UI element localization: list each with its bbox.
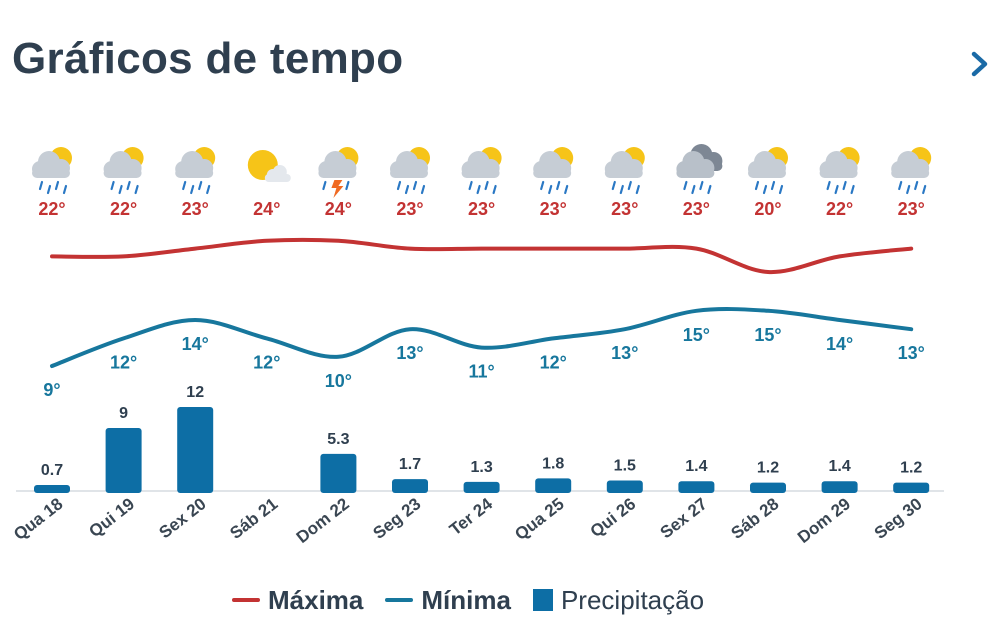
precip-value-label: 1.5: [614, 458, 636, 475]
legend-swatch-max: [232, 598, 260, 602]
max-temp-label: 23°: [683, 199, 710, 219]
rain-sun-icon: [103, 147, 144, 195]
min-temp-label: 13°: [396, 343, 423, 363]
x-tick-label: Qua 18: [10, 494, 66, 544]
legend-label-max: Máxima: [268, 584, 364, 615]
max-temp-label: 23°: [468, 199, 495, 219]
legend-swatch-precip: [532, 589, 553, 611]
x-tick-label: Dom 29: [794, 494, 854, 547]
min-temp-label: 11°: [468, 362, 494, 382]
x-tick-label: Seg 23: [370, 494, 425, 543]
precip-value-label: 5.3: [327, 431, 349, 448]
rain-sun-icon: [461, 147, 502, 195]
max-temp-label: 23°: [396, 199, 423, 219]
legend-item-precip[interactable]: Precipitação: [532, 584, 705, 616]
precip-bar[interactable]: [893, 482, 930, 493]
min-temp-label: 12°: [110, 352, 137, 372]
max-temp-label: 22°: [826, 199, 853, 219]
min-temp-label: 13°: [898, 343, 925, 363]
precip-value-label: 1.2: [900, 460, 922, 477]
rain-cloud-icon: [676, 144, 723, 195]
precip-value-label: 1.3: [470, 459, 492, 476]
rain-sun-icon: [175, 147, 216, 195]
precip-value-label: 1.8: [542, 455, 564, 472]
max-temp-label: 24°: [253, 199, 280, 219]
chart-legend: Máxima Mínima Precipitação: [232, 582, 726, 618]
min-temp-label: 12°: [540, 352, 567, 372]
max-temp-line: [50, 237, 914, 275]
x-tick-label: Qua 25: [511, 494, 567, 544]
min-temp-label: 12°: [253, 352, 280, 372]
legend-label-min: Mínima: [421, 584, 511, 615]
precip-bar[interactable]: [463, 481, 500, 493]
weather-chart: 22° 22° 23° 24° 24° 23° 23° 23° 23° 23° 20° 22° 23° 9…: [10, 144, 944, 547]
x-tick-label: Sáb 21: [226, 494, 281, 543]
legend-item-max[interactable]: Máxima: [232, 585, 363, 616]
x-tick-label: Qui 26: [587, 494, 640, 541]
x-tick-label: Qui 19: [85, 494, 138, 541]
precip-bar[interactable]: [392, 479, 428, 493]
precip-value-label: 12: [186, 384, 204, 401]
precip-value-label: 1.4: [828, 458, 850, 475]
max-temp-label: 23°: [182, 199, 209, 219]
precip-bar[interactable]: [105, 428, 142, 493]
rain-sun-icon: [533, 147, 574, 195]
max-temp-label: 24°: [325, 199, 352, 219]
precip-bar[interactable]: [535, 478, 572, 493]
min-temp-label: 14°: [826, 334, 853, 354]
min-temp-line: [50, 307, 914, 368]
rain-sun-icon: [604, 147, 645, 195]
precip-bar[interactable]: [678, 481, 715, 493]
rain-sun-icon: [819, 147, 860, 195]
precip-value-label: 0.7: [41, 462, 63, 479]
precip-bar[interactable]: [320, 453, 357, 493]
x-tick-label: Seg 30: [871, 494, 926, 543]
thunderstorm-sun-icon: [318, 147, 359, 198]
x-tick-label: Dom 22: [293, 494, 353, 547]
precip-bar[interactable]: [606, 480, 643, 494]
min-temp-label: 9°: [43, 380, 60, 400]
x-tick-label: Sex 27: [657, 494, 711, 542]
precip-value-label: 9: [119, 405, 128, 422]
precip-bar[interactable]: [750, 482, 786, 493]
rain-sun-icon: [390, 147, 430, 195]
page-title: Gráficos de tempo: [12, 34, 404, 83]
partly-cloudy-icon: [247, 150, 291, 182]
max-temp-label: 23°: [898, 199, 925, 219]
min-temp-label: 10°: [325, 371, 352, 391]
legend-swatch-min: [385, 598, 414, 602]
precip-value-label: 1.2: [757, 460, 779, 477]
legend-label-precip: Precipitação: [560, 584, 705, 615]
precip-value-label: 1.4: [685, 458, 707, 475]
precip-value-label: 1.7: [399, 456, 421, 473]
max-temp-label: 22°: [38, 199, 65, 219]
min-temp-label: 15°: [754, 325, 781, 345]
x-tick-label: Ter 24: [446, 494, 497, 539]
x-tick-label: Sáb 28: [728, 494, 783, 543]
rain-sun-icon: [32, 147, 72, 195]
x-tick-label: Sex 20: [155, 494, 209, 542]
max-temp-label: 20°: [754, 199, 781, 219]
min-temp-label: 14°: [182, 334, 209, 354]
rain-sun-icon: [891, 147, 932, 195]
max-temp-label: 23°: [611, 199, 638, 219]
legend-item-min[interactable]: Mínima: [385, 585, 511, 616]
precip-bar[interactable]: [821, 481, 858, 493]
max-temp-label: 23°: [540, 199, 567, 219]
min-temp-label: 13°: [611, 343, 638, 363]
min-temp-label: 15°: [683, 325, 710, 345]
rain-sun-icon: [748, 147, 788, 195]
precip-bar[interactable]: [34, 485, 70, 493]
chevron-right-icon[interactable]: [966, 44, 994, 84]
max-temp-label: 22°: [110, 199, 137, 219]
precip-bar[interactable]: [177, 407, 214, 493]
